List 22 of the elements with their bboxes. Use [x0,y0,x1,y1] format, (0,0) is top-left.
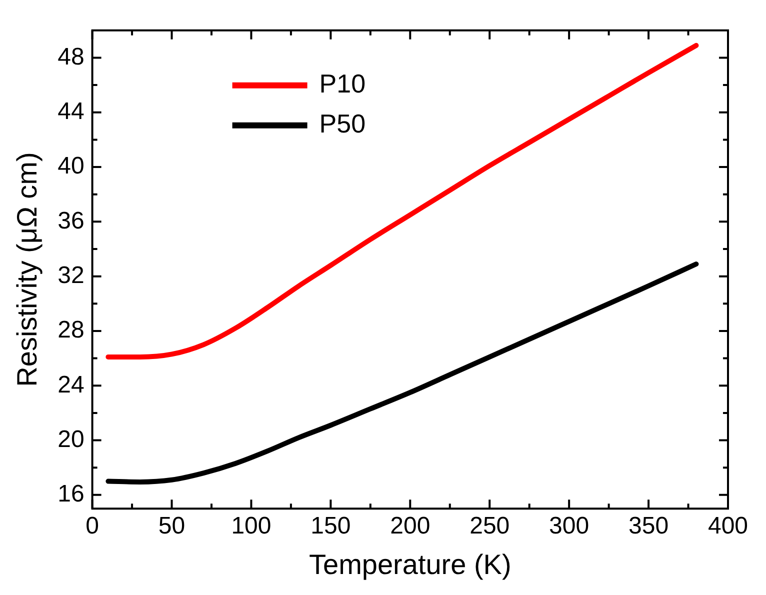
x-tick-label: 50 [158,512,186,540]
x-tick-label: 150 [310,512,351,540]
x-tick-label: 250 [470,512,510,540]
y-axis-title: Resistivity (μΩ cm) [12,152,43,387]
x-axis-title: Temperature (K) [309,548,512,580]
y-tick-label: 32 [58,262,84,289]
legend-label: P50 [319,108,366,139]
y-tick-label: 16 [58,480,84,508]
x-tick-label: 100 [231,512,272,540]
legend-label: P10 [319,68,366,99]
x-tick-label: 300 [549,512,590,540]
y-tick-label: 44 [58,98,84,125]
y-tick-label: 28 [58,316,84,344]
y-tick-label: 36 [58,207,84,234]
y-tick-label: 20 [58,426,84,453]
x-tick-label: 350 [628,512,669,540]
x-tick-label: 400 [708,512,748,540]
x-tick-label: 200 [390,512,430,540]
x-tick-label: 0 [86,512,99,540]
y-tick-label: 48 [58,43,84,70]
y-tick-label: 24 [58,371,84,398]
y-tick-label: 40 [58,152,84,180]
